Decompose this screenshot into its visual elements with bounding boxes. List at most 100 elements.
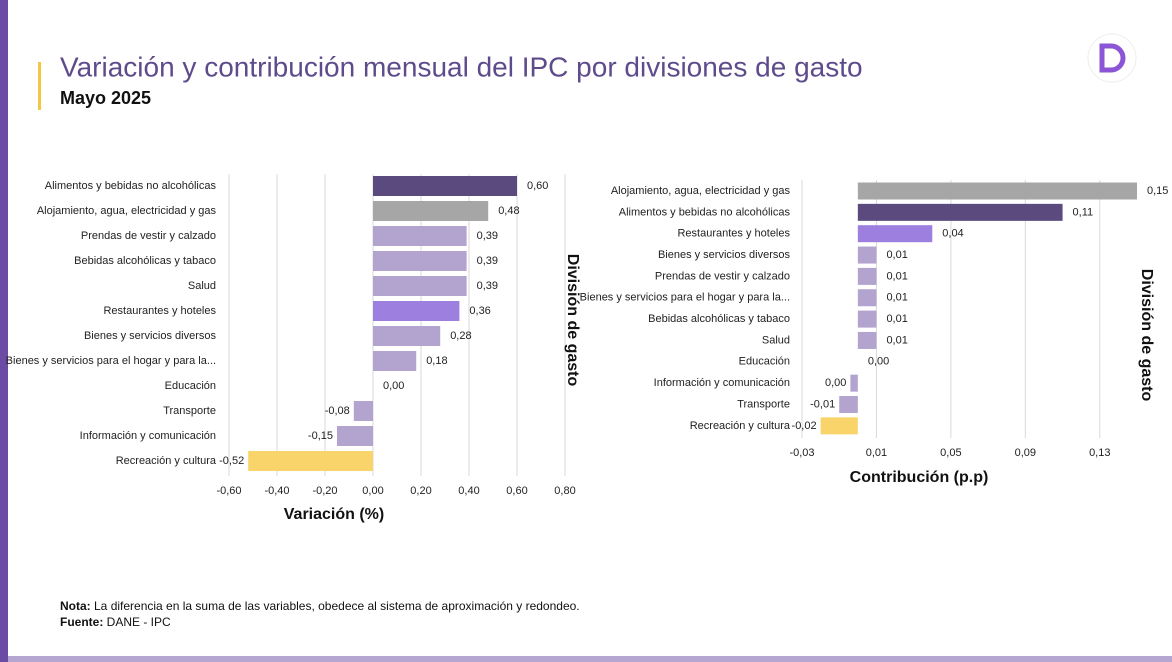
value-label: 0,11 [1073,206,1094,218]
category-label: Bebidas alcohólicas y tabaco [648,313,790,325]
bar [353,401,373,421]
value-label: -0,08 [325,405,350,417]
value-label: 0,01 [886,249,907,261]
x-tick-label: -0,40 [264,485,289,497]
x-tick-label: 0,01 [866,447,887,459]
category-label: Transporte [163,405,216,417]
bar [857,225,933,243]
x-tick-label: 0,80 [554,485,575,497]
bar [857,331,877,349]
category-label: Salud [762,334,790,346]
value-label: -0,02 [792,420,817,432]
value-label: 0,00 [383,380,404,392]
accent [38,62,41,110]
value-label: -0,52 [219,455,244,467]
category-label: Salud [188,280,216,292]
category-label: Bebidas alcohólicas y tabaco [74,255,216,267]
category-label: Transporte [737,398,790,410]
bar [857,182,1137,200]
value-label: 0,01 [886,292,907,304]
category-label: Educación [165,380,216,392]
category-label: Recreación y cultura [116,455,217,467]
bar [373,201,489,221]
source: Fuente: DANE - IPC [60,615,171,629]
category-label: Alimentos y bebidas no alcohólicas [45,180,217,192]
y-axis-title: División de gasto [564,254,581,387]
bar [857,267,877,285]
bar [850,374,858,392]
category-label: Bienes y servicios para el hogar y para … [580,292,790,304]
logo [1087,33,1137,83]
category-label: Restaurantes y hoteles [677,228,790,240]
bar [373,276,467,296]
source-label: Fuente: [60,615,103,629]
category-label: Prendas de vestir y calzado [655,270,790,282]
bar [857,246,877,264]
value-label: 0,39 [477,230,498,242]
source-text: DANE - IPC [103,615,171,629]
value-label: 0,00 [825,377,846,389]
bar [857,289,877,307]
category-label: Alimentos y bebidas no alcohólicas [619,206,791,218]
note-text: La diferencia en la suma de las variable… [91,599,580,613]
value-label: 0,15 [1147,185,1168,197]
x-tick-label: 0,00 [362,485,383,497]
value-label: 0,04 [942,228,963,240]
category-label: Bienes y servicios diversos [84,330,217,342]
bar [337,426,373,446]
x-tick-label: -0,20 [312,485,337,497]
category-label: Prendas de vestir y calzado [81,230,216,242]
y-axis-title: División de gasto [1138,269,1155,402]
value-label: 0,18 [426,355,447,367]
category-label: Información y comunicación [80,430,216,442]
x-tick-label: -0,60 [216,485,241,497]
bar [857,310,877,328]
category-label: Alojamiento, agua, electricidad y gas [611,185,791,197]
bar [373,251,467,271]
value-label: 0,39 [477,255,498,267]
x-tick-label: 0,40 [458,485,479,497]
value-label: 0,01 [886,270,907,282]
x-tick-label: 0,13 [1089,447,1110,459]
category-label: Alojamiento, agua, electricidad y gas [37,205,217,217]
bar [857,203,1063,221]
category-label: Educación [739,356,790,368]
category-label: Restaurantes y hoteles [103,305,216,317]
value-label: 0,00 [868,356,889,368]
bar [248,451,373,471]
bar [373,351,417,371]
value-label: 0,01 [886,313,907,325]
x-tick-label: 0,09 [1015,447,1036,459]
x-axis-title: Contribución (p.p) [850,469,989,486]
bar [820,417,858,435]
value-label: 0,39 [477,280,498,292]
x-tick-label: 0,20 [410,485,431,497]
bar [373,226,467,246]
value-label: 0,48 [498,205,519,217]
category-label: Bienes y servicios diversos [658,249,791,261]
x-tick-label: -0,03 [789,447,814,459]
value-label: 0,28 [450,330,471,342]
category-label: Información y comunicación [654,377,790,389]
category-label: Bienes y servicios para el hogar y para … [6,355,216,367]
value-label: 0,60 [527,180,548,192]
bar [373,176,517,196]
value-label: -0,01 [810,398,835,410]
bar [373,301,460,321]
title: Variación y contribución mensual del IPC… [60,51,863,82]
value-label: -0,15 [308,430,333,442]
value-label: 0,01 [886,334,907,346]
bar [839,396,858,413]
x-tick-label: 0,05 [940,447,961,459]
x-axis-title: Variación (%) [284,506,384,523]
bar [373,326,441,346]
value-label: 0,36 [469,305,490,317]
note: Nota: La diferencia en la suma de las va… [60,599,580,613]
bottom-bar [0,656,1172,662]
note-label: Nota: [60,599,91,613]
subtitle: Mayo 2025 [60,88,151,108]
side-bar [0,0,8,662]
x-tick-label: 0,60 [506,485,527,497]
